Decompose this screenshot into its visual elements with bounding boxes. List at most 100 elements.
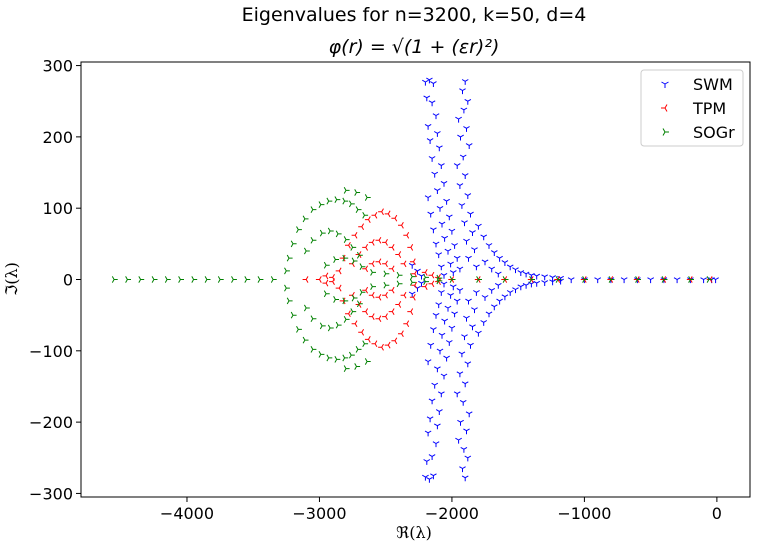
point-swm-117	[512, 287, 519, 294]
point-swm-85	[463, 315, 470, 322]
point-tpm-55	[375, 258, 382, 266]
point-swm-73	[463, 428, 470, 435]
point-sogr-68	[351, 257, 358, 265]
point-tpm-54	[368, 260, 375, 268]
point-swm-24	[432, 312, 440, 319]
point-swm-23	[441, 318, 449, 325]
point-swm-106	[463, 238, 470, 245]
point-tpm-57	[388, 265, 395, 273]
point-swm-7	[433, 423, 441, 430]
point-sogr-54	[319, 229, 326, 237]
point-sogr-46	[319, 322, 326, 330]
chart-title: Eigenvalues for n=3200, k=50, d=4	[242, 4, 587, 26]
point-swm-59	[451, 243, 458, 249]
point-swm-89	[461, 79, 469, 85]
legend-marker-swm	[661, 81, 669, 88]
y-tick-label: 100	[42, 199, 73, 218]
point-swm-48	[433, 188, 441, 194]
point-sogr-18	[318, 351, 325, 358]
point-tpm-68	[448, 276, 455, 283]
point-sogr-66	[333, 256, 339, 263]
point-sogr-45	[310, 315, 317, 323]
point-tpm-49	[368, 291, 375, 299]
point-tpm-33	[368, 313, 375, 320]
point-swm-128	[490, 250, 498, 256]
point-swm-105	[469, 230, 476, 236]
point-swm-20	[438, 332, 446, 339]
point-sogr-23	[355, 346, 362, 353]
point-swm-133	[517, 270, 525, 276]
point-sogr-44	[303, 304, 310, 312]
point-swm-158	[647, 277, 655, 284]
point-swm-137	[541, 274, 549, 281]
point-sogr-78	[396, 271, 403, 279]
point-tpm-75	[633, 276, 640, 283]
point-swm-90	[459, 88, 466, 95]
point-sogr-84	[502, 276, 509, 283]
point-swm-45	[437, 163, 445, 169]
point-sogr-19	[326, 354, 333, 362]
point-swm-116	[506, 290, 514, 296]
point-sogr-62	[342, 297, 349, 305]
legend-label-swm: SWM	[693, 75, 733, 94]
point-sogr-25	[284, 267, 290, 275]
point-swm-144	[488, 266, 496, 273]
point-sogr-53	[310, 236, 317, 244]
point-swm-53	[445, 214, 453, 221]
point-tpm-21	[371, 211, 378, 219]
point-swm-29	[447, 292, 454, 299]
point-sogr-0	[111, 276, 118, 283]
point-swm-140	[481, 295, 489, 301]
x-tick-label: 0	[712, 504, 722, 523]
point-sogr-35	[348, 200, 355, 208]
point-swm-52	[427, 211, 435, 218]
point-sogr-92	[706, 276, 713, 283]
point-swm-149	[408, 262, 416, 269]
point-sogr-10	[244, 276, 251, 283]
point-sogr-58	[350, 244, 357, 251]
point-sogr-2	[138, 276, 145, 283]
point-swm-160	[673, 277, 681, 284]
point-tpm-47	[400, 260, 407, 268]
point-tpm-15	[335, 267, 342, 275]
point-swm-28	[453, 298, 461, 305]
point-sogr-31	[318, 201, 325, 208]
point-tpm-9	[391, 337, 398, 345]
point-swm-150	[414, 268, 421, 275]
point-swm-19	[445, 340, 453, 346]
point-swm-78	[461, 381, 469, 388]
point-sogr-8	[217, 276, 224, 283]
point-sogr-17	[310, 346, 317, 353]
point-swm-114	[496, 298, 503, 305]
point-swm-4	[428, 454, 436, 460]
point-sogr-52	[303, 247, 310, 255]
point-swm-66	[449, 270, 457, 276]
point-swm-0	[422, 474, 429, 481]
point-sogr-49	[343, 316, 350, 323]
point-tpm-5	[364, 336, 371, 343]
point-swm-3	[423, 459, 431, 465]
point-sogr-6	[191, 276, 198, 283]
y-tick-label: −100	[29, 342, 73, 361]
point-sogr-80	[423, 273, 429, 281]
x-tick-label: −2000	[425, 504, 479, 523]
point-swm-18	[427, 342, 435, 349]
point-tpm-23	[384, 210, 391, 218]
point-swm-152	[567, 277, 575, 284]
point-swm-33	[440, 281, 448, 288]
point-tpm-0	[335, 284, 342, 292]
point-sogr-38	[343, 365, 350, 373]
point-swm-12	[431, 382, 439, 389]
point-swm-11	[437, 391, 445, 398]
point-tpm-43	[375, 236, 382, 244]
point-swm-50	[443, 198, 450, 205]
point-tpm-61	[329, 273, 335, 281]
point-sogr-33	[334, 196, 341, 203]
point-swm-101	[464, 193, 472, 199]
point-swm-86	[471, 307, 478, 314]
point-sogr-64	[359, 288, 366, 296]
point-tpm-14	[411, 281, 418, 289]
point-swm-134	[522, 271, 530, 278]
point-swm-15	[424, 359, 432, 366]
point-tpm-7	[378, 343, 384, 351]
